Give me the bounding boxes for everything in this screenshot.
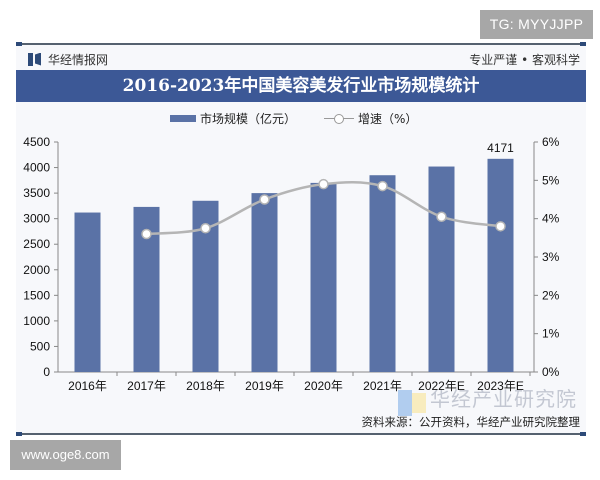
watermark-logo-blue bbox=[398, 390, 412, 416]
right-tick-label: 5% bbox=[542, 173, 560, 187]
legend-bar-swatch-icon bbox=[170, 114, 196, 122]
brand-name: 华经情报网 bbox=[48, 52, 109, 67]
x-tick-label: 2022年E bbox=[418, 379, 465, 393]
bar-2019年 bbox=[251, 193, 278, 372]
right-tick-label: 1% bbox=[542, 327, 560, 341]
right-tick-label: 0% bbox=[542, 365, 560, 379]
right-tick-label: 4% bbox=[542, 212, 560, 226]
bar-2021年 bbox=[369, 175, 396, 372]
left-tick-label: 2500 bbox=[23, 237, 50, 251]
slogan: 专业严谨 • 客观科学 bbox=[469, 53, 580, 67]
left-tick-label: 0 bbox=[43, 365, 50, 379]
left-tick-label: 3500 bbox=[23, 186, 50, 200]
left-tick-label: 1000 bbox=[23, 314, 50, 328]
left-tick-label: 4500 bbox=[23, 135, 50, 149]
right-tick-label: 2% bbox=[542, 288, 560, 302]
growth-rate-marker bbox=[259, 194, 270, 205]
x-tick-label: 2019年 bbox=[245, 379, 284, 393]
chart-title: 2016-2023年中国美容美发行业市场规模统计 bbox=[16, 70, 586, 102]
growth-rate-marker bbox=[495, 221, 506, 232]
url-watermark-badge: www.oge8.com bbox=[10, 440, 121, 470]
growth-rate-marker bbox=[318, 178, 329, 190]
bar-2020年 bbox=[310, 182, 337, 372]
telegram-watermark-badge: TG: MYYJJPP bbox=[480, 10, 593, 39]
left-tick-label: 2000 bbox=[23, 263, 50, 277]
left-tick-label: 4000 bbox=[23, 161, 50, 175]
growth-rate-marker bbox=[436, 211, 447, 222]
left-tick-label: 500 bbox=[30, 339, 50, 353]
left-tick-label: 1500 bbox=[23, 288, 50, 302]
x-tick-label: 2021年 bbox=[363, 379, 402, 393]
x-tick-label: 2020年 bbox=[304, 379, 343, 393]
legend-line-marker-icon bbox=[324, 111, 355, 125]
x-tick-label: 2016年 bbox=[68, 379, 107, 393]
legend-line-label: 增速（%） bbox=[358, 111, 418, 126]
left-tick-label: 3000 bbox=[23, 212, 50, 226]
brand-logo-icon bbox=[28, 52, 42, 66]
right-tick-label: 6% bbox=[542, 135, 560, 149]
legend: 市场规模（亿元） 增速（%） bbox=[170, 108, 417, 128]
bar-2022年E bbox=[428, 166, 455, 372]
bar-2023年E bbox=[487, 158, 514, 372]
right-tick-label: 3% bbox=[542, 250, 560, 264]
source-note: 资料来源：公开资料，华经产业研究院整理 bbox=[361, 415, 581, 429]
x-tick-label: 2023年E bbox=[477, 379, 524, 393]
growth-rate-marker bbox=[377, 180, 388, 192]
growth-rate-marker bbox=[200, 223, 211, 234]
watermark-text: 华经产业研究院 bbox=[430, 387, 577, 411]
top-divider bbox=[16, 42, 586, 46]
x-tick-label: 2017年 bbox=[127, 379, 166, 393]
brand: 华经情报网 bbox=[28, 50, 108, 68]
bar-2016年 bbox=[74, 212, 101, 372]
legend-bar-label: 市场规模（亿元） bbox=[200, 111, 297, 126]
growth-rate-marker bbox=[141, 228, 152, 240]
bottom-divider bbox=[16, 432, 586, 436]
x-tick-label: 2018年 bbox=[186, 379, 225, 393]
data-label: 4171 bbox=[487, 141, 514, 155]
watermark-logo-yellow bbox=[412, 393, 426, 413]
